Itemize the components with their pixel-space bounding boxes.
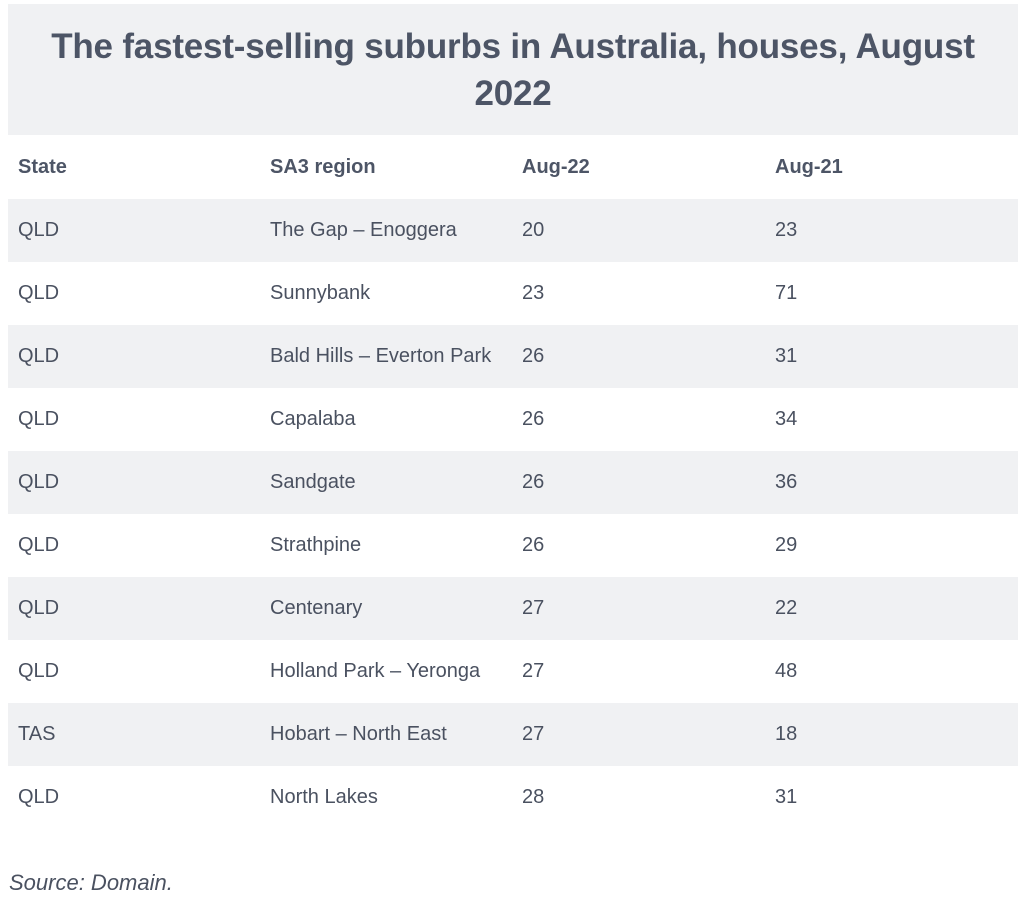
header-aug-22: Aug-22 bbox=[522, 156, 590, 178]
cell-state: QLD bbox=[18, 345, 60, 367]
source-caption: Source: Domain. bbox=[9, 870, 173, 895]
cell-region: Centenary bbox=[270, 597, 363, 619]
cell-region: Sandgate bbox=[270, 471, 356, 493]
cell-state: QLD bbox=[18, 282, 60, 304]
cell-state: QLD bbox=[18, 660, 60, 682]
cell-aug-22: 26 bbox=[522, 534, 545, 556]
cell-region: Bald Hills – Everton Park bbox=[270, 345, 492, 367]
table-row: QLD Holland Park – Yeronga 27 48 bbox=[8, 640, 1018, 703]
cell-region: Capalaba bbox=[270, 408, 356, 430]
cell-aug-22: 26 bbox=[522, 345, 545, 367]
cell-aug-21: 48 bbox=[775, 660, 798, 682]
cell-aug-21: 18 bbox=[775, 723, 798, 745]
table-row: QLD Sunnybank 23 71 bbox=[8, 262, 1018, 325]
cell-aug-22: 20 bbox=[522, 219, 545, 241]
cell-aug-21: 23 bbox=[775, 219, 798, 241]
cell-region: The Gap – Enoggera bbox=[270, 219, 457, 241]
cell-state: QLD bbox=[18, 597, 60, 619]
cell-region: North Lakes bbox=[270, 786, 378, 808]
cell-aug-22: 27 bbox=[522, 597, 545, 619]
table-row: TAS Hobart – North East 27 18 bbox=[8, 703, 1018, 766]
cell-state: TAS bbox=[18, 723, 56, 745]
table-row: QLD Strathpine 26 29 bbox=[8, 514, 1018, 577]
cell-state: QLD bbox=[18, 786, 60, 808]
cell-aug-21: 22 bbox=[775, 597, 798, 619]
cell-state: QLD bbox=[18, 471, 60, 493]
cell-region: Strathpine bbox=[270, 534, 362, 556]
cell-aug-22: 27 bbox=[522, 723, 545, 745]
data-table: State SA3 region Aug-22 Aug-21 QLD The G… bbox=[8, 136, 1018, 829]
cell-aug-21: 31 bbox=[775, 786, 798, 808]
cell-aug-21: 36 bbox=[775, 471, 798, 493]
header-state: State bbox=[18, 156, 67, 178]
table-header: State SA3 region Aug-22 Aug-21 bbox=[8, 136, 1018, 199]
header-sa3-region: SA3 region bbox=[270, 156, 376, 178]
cell-aug-22: 23 bbox=[522, 282, 545, 304]
header-row: State SA3 region Aug-22 Aug-21 bbox=[8, 136, 1018, 199]
table-body: QLD The Gap – Enoggera 20 23 QLD Sunnyba… bbox=[8, 199, 1018, 829]
header-aug-21: Aug-21 bbox=[775, 156, 843, 178]
cell-aug-21: 29 bbox=[775, 534, 798, 556]
cell-aug-22: 27 bbox=[522, 660, 545, 682]
table-row: QLD Centenary 27 22 bbox=[8, 577, 1018, 640]
cell-aug-22: 28 bbox=[522, 786, 545, 808]
cell-aug-22: 26 bbox=[522, 471, 545, 493]
cell-aug-21: 34 bbox=[775, 408, 798, 430]
cell-state: QLD bbox=[18, 219, 60, 241]
table-row: QLD Bald Hills – Everton Park 26 31 bbox=[8, 325, 1018, 388]
table-title-bar: The fastest-selling suburbs in Australia… bbox=[8, 4, 1018, 135]
table-row: QLD Sandgate 26 36 bbox=[8, 451, 1018, 514]
table-title: The fastest-selling suburbs in Australia… bbox=[51, 26, 975, 113]
cell-region: Holland Park – Yeronga bbox=[270, 660, 481, 682]
table-row: QLD North Lakes 28 31 bbox=[8, 766, 1018, 829]
cell-region: Hobart – North East bbox=[270, 723, 447, 745]
cell-state: QLD bbox=[18, 534, 60, 556]
cell-region: Sunnybank bbox=[270, 282, 371, 304]
cell-aug-21: 31 bbox=[775, 345, 798, 367]
cell-aug-21: 71 bbox=[775, 282, 798, 304]
cell-state: QLD bbox=[18, 408, 60, 430]
table-row: QLD The Gap – Enoggera 20 23 bbox=[8, 199, 1018, 262]
cell-aug-22: 26 bbox=[522, 408, 545, 430]
table-row: QLD Capalaba 26 34 bbox=[8, 388, 1018, 451]
